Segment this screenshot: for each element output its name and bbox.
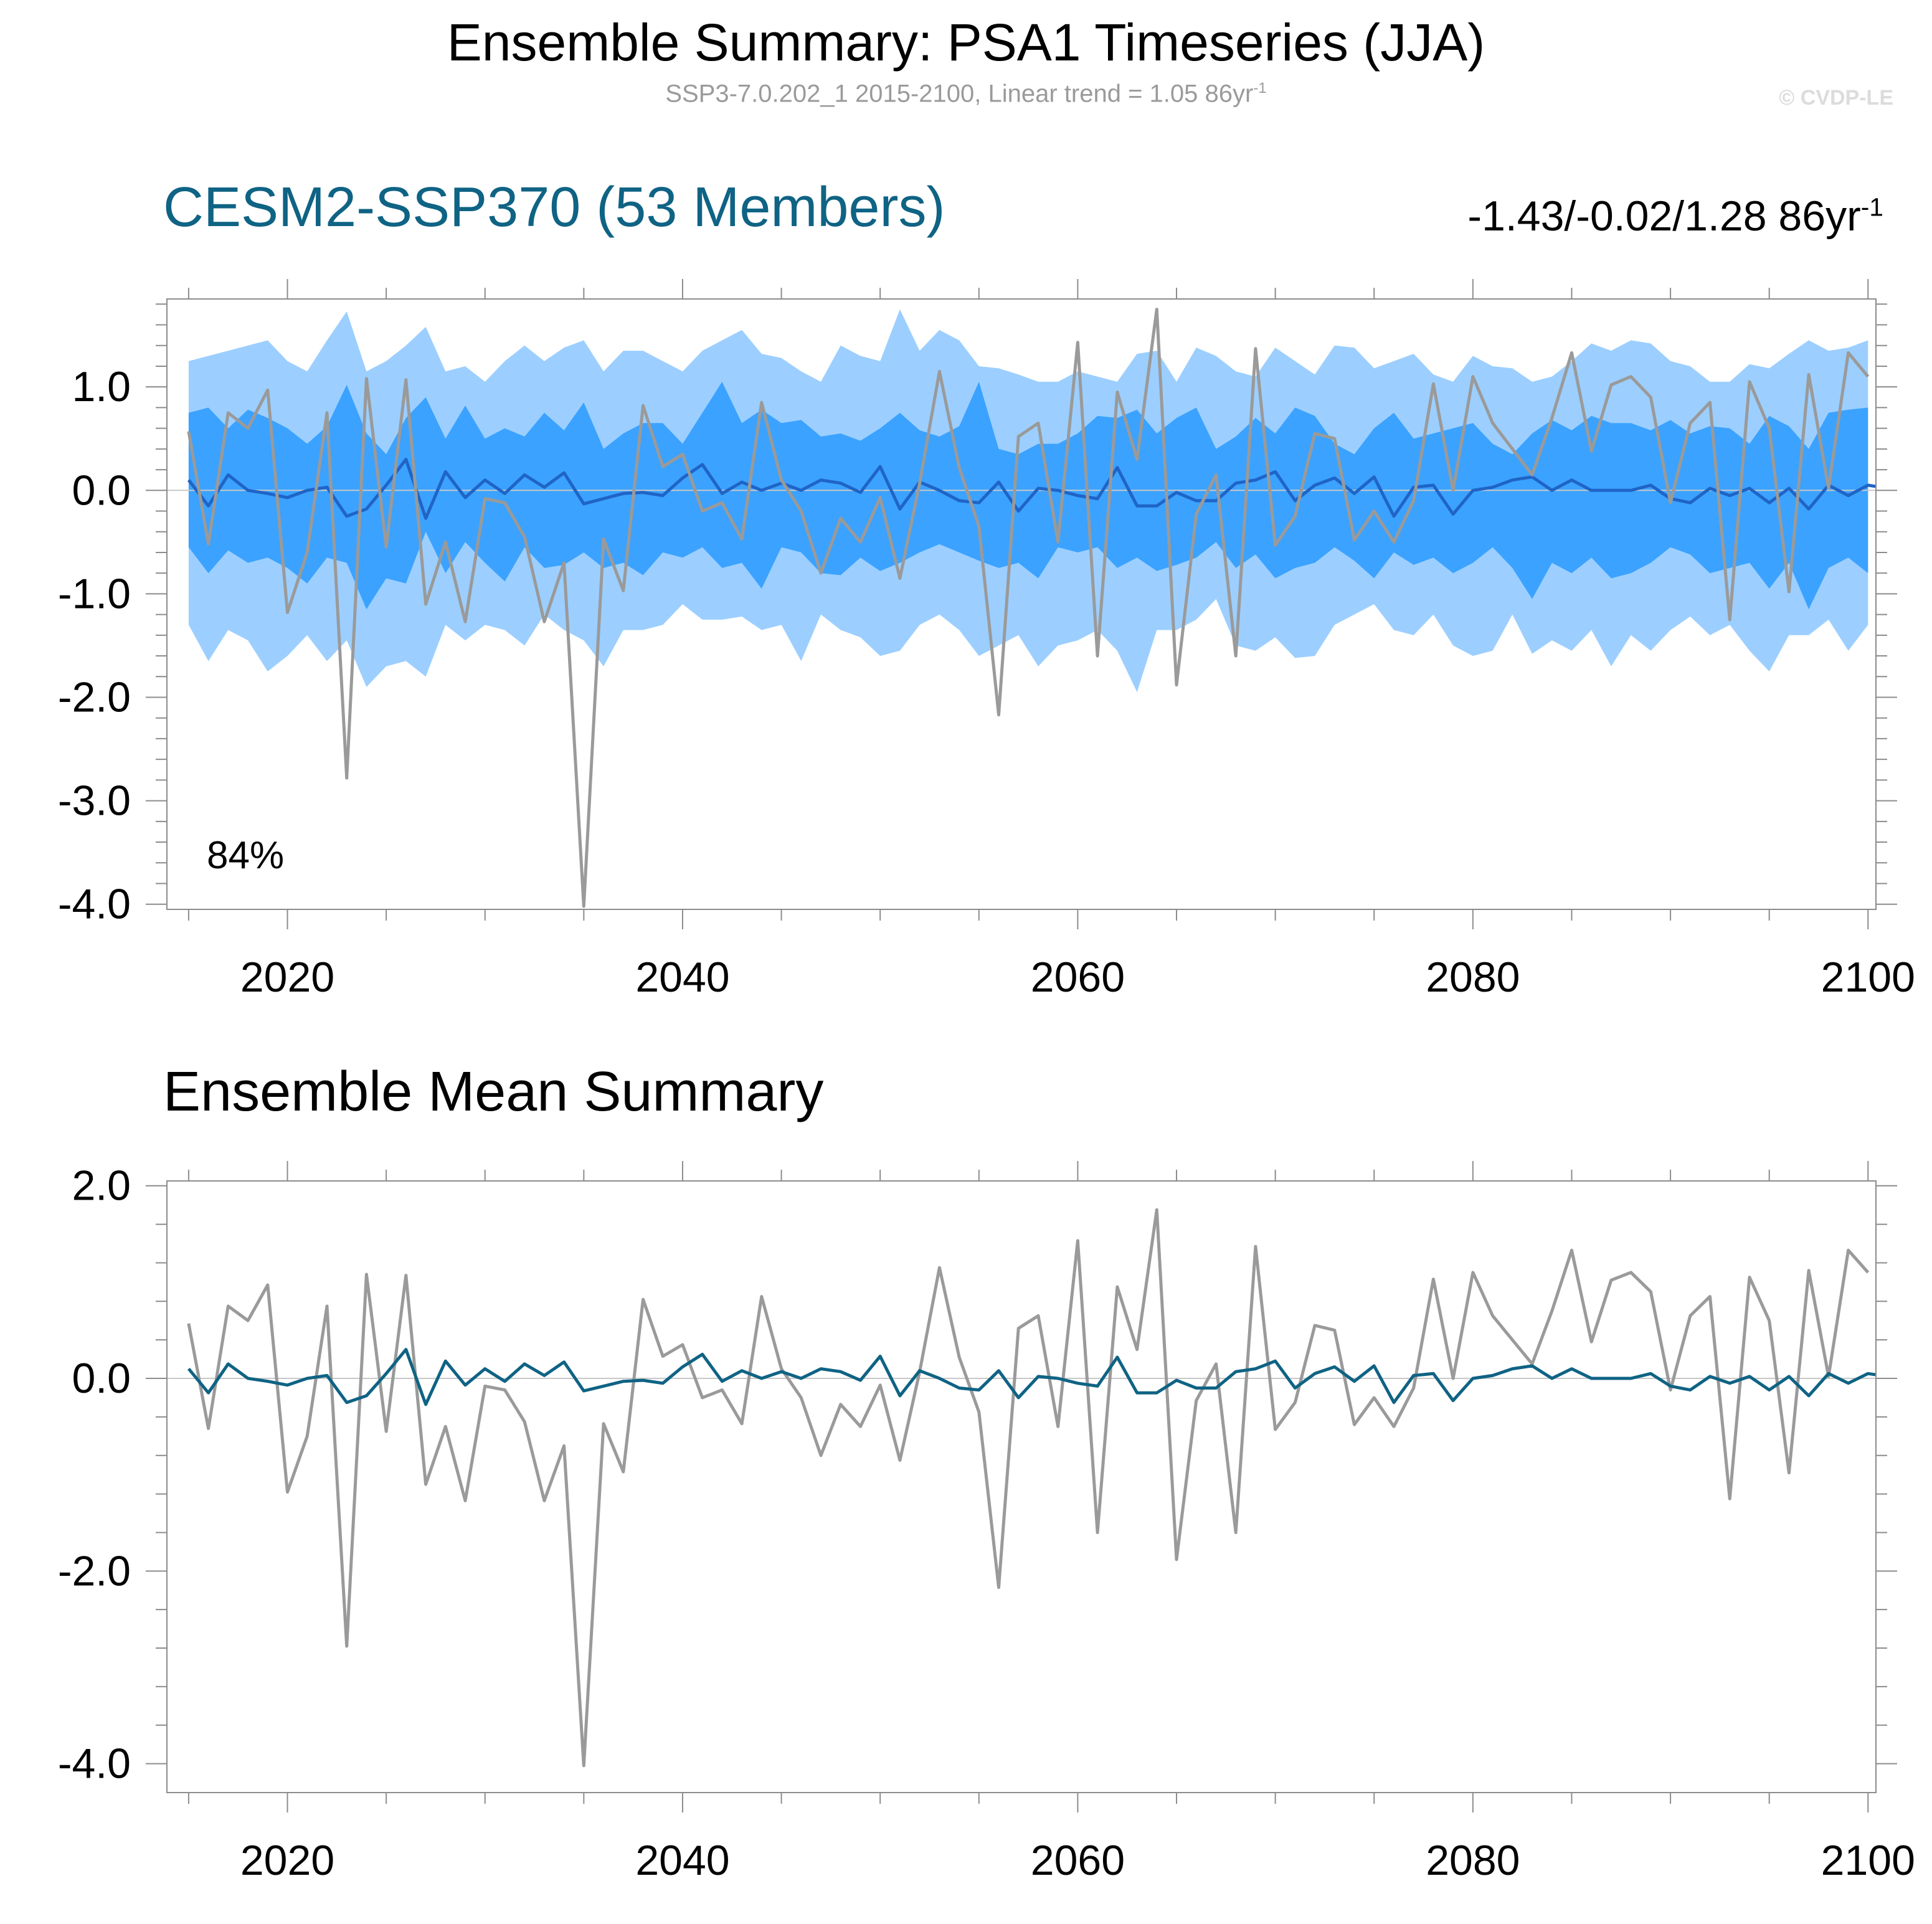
panel2-chart: 2020 2040 2060 2080 2100 2.0 0.0 -2.0 -4.0: [58, 1161, 1915, 1884]
panel2-xtick-label: 2080: [1426, 1837, 1520, 1884]
trend-stats: -1.43/-0.02/1.28 86yr-1: [1467, 192, 1883, 240]
panel1-ytick-label: 1.0: [72, 363, 131, 410]
panel1-xtick-label: 2080: [1426, 954, 1520, 1001]
panel1-frame: [166, 298, 1877, 910]
panel1-ytick-label: -2.0: [58, 673, 131, 721]
panel2-frame: [166, 1180, 1877, 1793]
panel2-ytick-label: 2.0: [72, 1162, 131, 1210]
panel1-plot-area: [167, 308, 1876, 908]
panel1-series-ensemble-mean: [187, 458, 1876, 520]
panel2-ytick-label: -2.0: [58, 1547, 131, 1595]
figure-subtitle: SSP3-7.0.202_1 2015-2100, Linear trend =…: [0, 80, 1932, 108]
panel1-xtick-label: 2040: [635, 954, 729, 1001]
trend-stats-exponent: -1: [1860, 192, 1883, 222]
panel2-xtick-label: 2040: [635, 1837, 729, 1884]
panel2-ytick-label: 0.0: [72, 1355, 131, 1402]
panel1-xtick-label: 2060: [1031, 954, 1125, 1001]
panel1-series-observations: [187, 308, 1870, 908]
panel1-ytick-label: -3.0: [58, 777, 131, 825]
panel1-ytick-label: -1.0: [58, 570, 131, 617]
panel1-chart: 2020 2040 2060 2080 2100 1.0 0.0 -1.0 -2.0 -3.0 -4…: [58, 279, 1915, 1001]
subtitle-text: SSP3-7.0.202_1 2015-2100, Linear trend =…: [665, 80, 1254, 108]
figure-title: Ensemble Summary: PSA1 Timeseries (JJA): [447, 13, 1485, 72]
panel1-ytick-label: -4.0: [58, 881, 131, 928]
panel2-xtick-label: 2100: [1821, 1837, 1915, 1884]
panel2-ytick-label: -4.0: [58, 1740, 131, 1788]
panel1-title: CESM2-SSP370 (53 Members): [163, 176, 945, 239]
subtitle-exponent: -1: [1253, 80, 1267, 97]
panel2-plot-area: [167, 1208, 1876, 1768]
panel2-xtick-label: 2020: [240, 1837, 334, 1884]
panel2-title: Ensemble Mean Summary: [163, 1061, 824, 1123]
percent-label: 84%: [207, 834, 284, 877]
panel2-xtick-label: 2060: [1031, 1837, 1125, 1884]
panel1-xtick-label: 2100: [1821, 954, 1915, 1001]
trend-stats-text: -1.43/-0.02/1.28 86yr: [1467, 192, 1861, 240]
panel2-series-observations: [187, 1208, 1870, 1768]
panel1-ytick-label: 0.0: [72, 467, 131, 514]
cvdp-watermark: © CVDP-LE: [1779, 86, 1893, 110]
panel1-xtick-label: 2020: [240, 954, 334, 1001]
panel2-series-ensemble-mean: [187, 1348, 1876, 1406]
